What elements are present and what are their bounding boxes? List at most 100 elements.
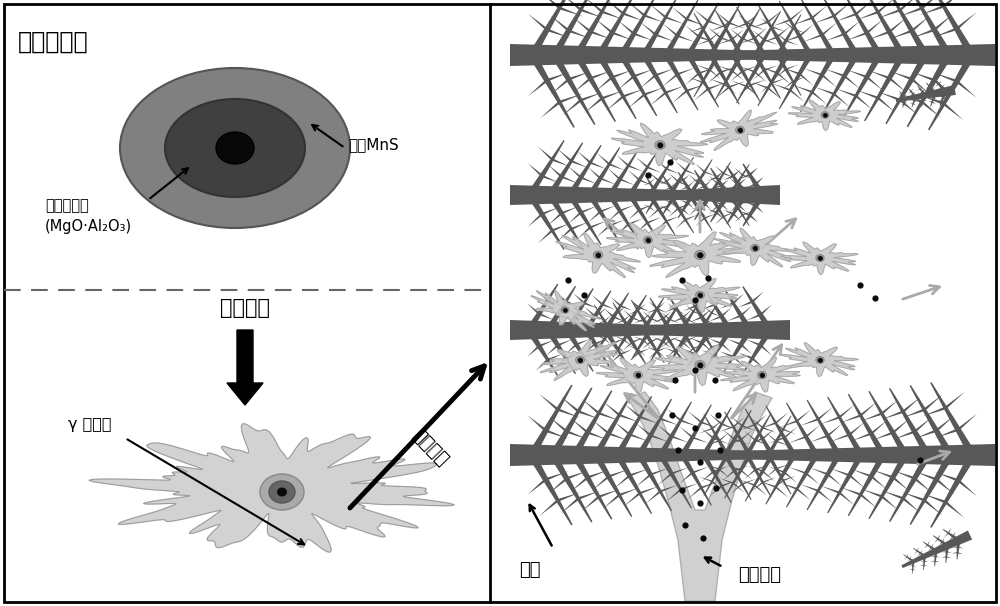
- Polygon shape: [650, 468, 669, 476]
- Polygon shape: [775, 412, 789, 424]
- Polygon shape: [737, 202, 747, 207]
- Polygon shape: [637, 399, 672, 456]
- Polygon shape: [676, 179, 684, 183]
- Polygon shape: [885, 53, 929, 124]
- Polygon shape: [733, 293, 744, 304]
- Polygon shape: [753, 12, 781, 56]
- Polygon shape: [623, 314, 631, 321]
- Polygon shape: [921, 95, 927, 107]
- Polygon shape: [899, 91, 907, 99]
- Polygon shape: [740, 430, 752, 441]
- Polygon shape: [616, 155, 629, 167]
- Polygon shape: [644, 87, 664, 96]
- Polygon shape: [693, 345, 703, 349]
- Polygon shape: [688, 411, 702, 423]
- Polygon shape: [738, 178, 746, 185]
- Polygon shape: [685, 25, 700, 38]
- Polygon shape: [742, 286, 773, 331]
- Polygon shape: [868, 453, 909, 519]
- Polygon shape: [571, 160, 588, 168]
- Polygon shape: [565, 328, 594, 372]
- Polygon shape: [729, 205, 737, 213]
- Polygon shape: [646, 308, 657, 313]
- Polygon shape: [765, 405, 796, 456]
- Polygon shape: [922, 493, 946, 504]
- Polygon shape: [742, 164, 765, 197]
- Polygon shape: [753, 70, 765, 80]
- Polygon shape: [540, 0, 560, 9]
- Polygon shape: [729, 184, 739, 188]
- Polygon shape: [904, 102, 907, 104]
- Polygon shape: [647, 167, 661, 173]
- Polygon shape: [839, 492, 855, 505]
- Polygon shape: [903, 94, 905, 96]
- Polygon shape: [740, 174, 750, 179]
- Polygon shape: [527, 345, 540, 357]
- Polygon shape: [540, 101, 560, 118]
- Polygon shape: [732, 29, 744, 40]
- Polygon shape: [724, 210, 734, 215]
- Polygon shape: [640, 185, 780, 205]
- Polygon shape: [914, 551, 918, 554]
- Polygon shape: [658, 279, 740, 313]
- Polygon shape: [708, 194, 731, 228]
- Polygon shape: [648, 301, 658, 309]
- Polygon shape: [709, 485, 722, 496]
- Polygon shape: [760, 481, 776, 488]
- Polygon shape: [716, 171, 724, 178]
- Polygon shape: [901, 96, 904, 98]
- Polygon shape: [753, 30, 765, 41]
- Polygon shape: [663, 73, 678, 87]
- Polygon shape: [934, 551, 938, 567]
- Polygon shape: [752, 358, 764, 368]
- Polygon shape: [926, 86, 930, 88]
- Polygon shape: [660, 485, 678, 493]
- Polygon shape: [686, 53, 719, 107]
- Polygon shape: [911, 100, 914, 101]
- Polygon shape: [727, 439, 741, 445]
- Polygon shape: [686, 18, 705, 25]
- Polygon shape: [652, 337, 663, 342]
- Polygon shape: [656, 350, 665, 358]
- Polygon shape: [573, 356, 585, 367]
- Polygon shape: [776, 441, 789, 446]
- Polygon shape: [539, 394, 559, 410]
- Polygon shape: [685, 170, 698, 175]
- Polygon shape: [700, 110, 778, 151]
- Polygon shape: [728, 164, 750, 196]
- Polygon shape: [704, 203, 711, 210]
- Polygon shape: [818, 407, 833, 420]
- Polygon shape: [618, 347, 626, 355]
- Polygon shape: [917, 88, 920, 91]
- Polygon shape: [755, 465, 769, 470]
- Polygon shape: [668, 194, 694, 233]
- Polygon shape: [597, 225, 610, 237]
- Polygon shape: [690, 338, 702, 344]
- Polygon shape: [945, 391, 965, 409]
- Polygon shape: [913, 569, 916, 570]
- Polygon shape: [560, 498, 579, 514]
- Polygon shape: [877, 0, 895, 13]
- Polygon shape: [827, 424, 842, 436]
- Polygon shape: [562, 0, 582, 11]
- Polygon shape: [898, 93, 922, 103]
- Polygon shape: [708, 27, 721, 38]
- Polygon shape: [811, 92, 827, 105]
- Polygon shape: [941, 84, 945, 88]
- Polygon shape: [701, 342, 712, 351]
- Polygon shape: [754, 484, 767, 496]
- Polygon shape: [604, 342, 614, 352]
- Polygon shape: [545, 471, 568, 481]
- Polygon shape: [754, 27, 767, 39]
- Text: 复合夹杂物: 复合夹杂物: [18, 30, 89, 54]
- Polygon shape: [666, 208, 672, 213]
- Polygon shape: [803, 34, 822, 42]
- Polygon shape: [717, 182, 728, 188]
- Polygon shape: [924, 561, 928, 562]
- Polygon shape: [526, 284, 558, 331]
- Polygon shape: [557, 339, 572, 347]
- Polygon shape: [723, 410, 752, 456]
- Polygon shape: [899, 99, 918, 115]
- Polygon shape: [739, 66, 755, 73]
- Polygon shape: [742, 328, 773, 374]
